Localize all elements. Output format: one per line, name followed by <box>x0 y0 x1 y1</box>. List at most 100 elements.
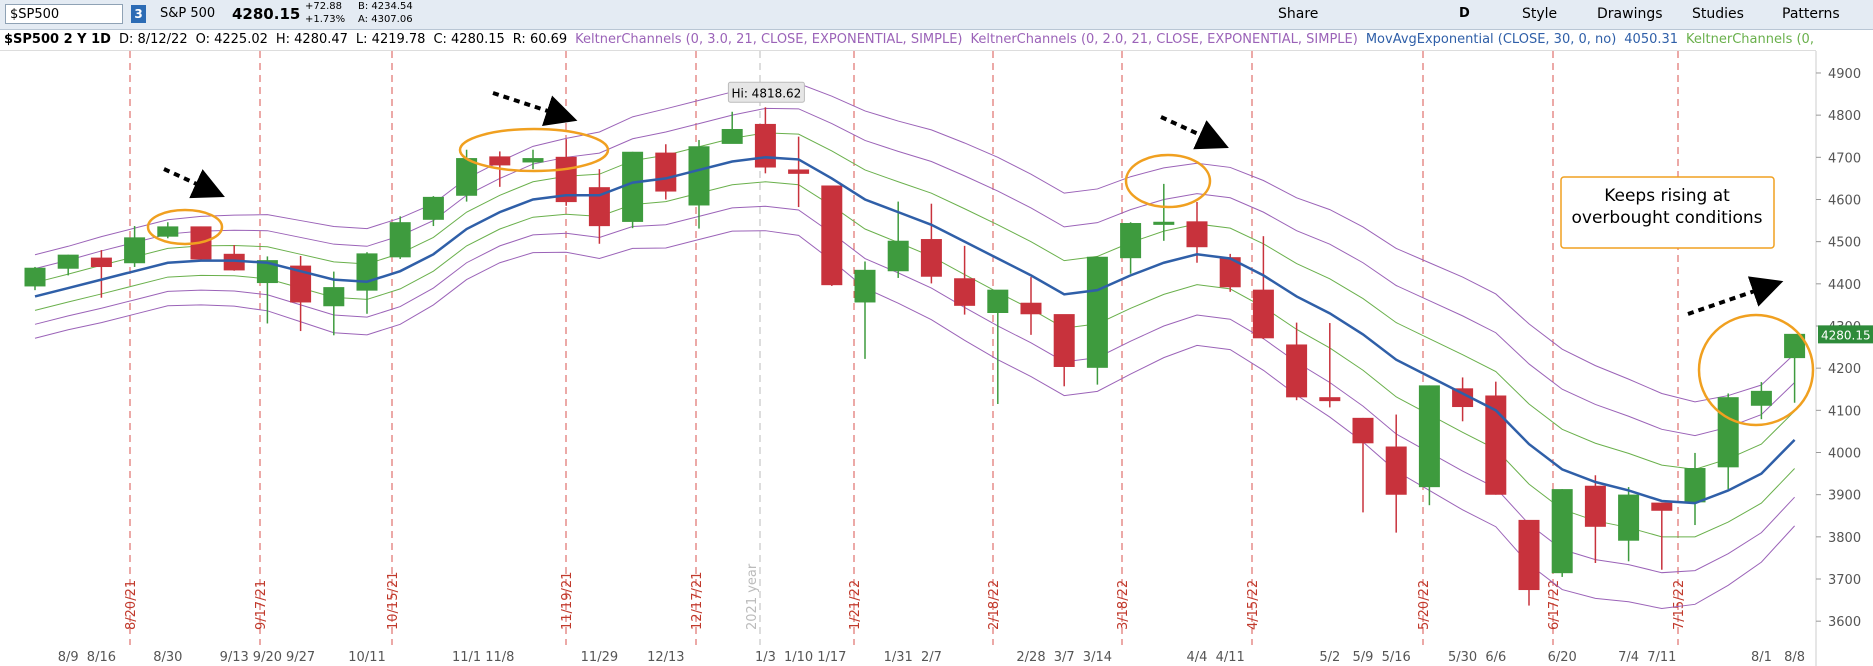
y-tick-label: 3800 <box>1828 531 1861 546</box>
highlight-circle <box>458 127 610 173</box>
legend-item: $SP500 2 Y 1D <box>4 32 111 47</box>
link-badge[interactable]: 3 <box>131 5 146 23</box>
candle-body <box>622 151 644 222</box>
toolbar-button[interactable]: Style <box>1522 6 1558 22</box>
candle-body <box>821 185 843 286</box>
candle-body <box>788 169 810 174</box>
last-price: 4280.15 <box>232 5 301 23</box>
candle-body <box>124 237 146 264</box>
highlight-circle <box>146 208 224 246</box>
symbol-box[interactable]: $SP500 <box>5 4 123 24</box>
toolbar-button[interactable]: Share <box>1278 6 1319 22</box>
candle-body <box>57 254 79 269</box>
candle-body <box>1352 417 1374 444</box>
candle-body <box>721 128 743 144</box>
x-tick-label: 4/11 <box>1216 650 1245 665</box>
legend-item: 4050.31 <box>1624 32 1679 47</box>
toolbar-button[interactable]: D <box>1459 6 1470 21</box>
candle-body <box>1518 519 1540 591</box>
legend-item: MovAvgExponential (CLOSE, 30, 0, no) <box>1365 32 1617 47</box>
candle-body <box>1684 468 1706 503</box>
arrows <box>163 91 1784 316</box>
overlay-line <box>34 132 1795 470</box>
candle-body <box>588 187 610 227</box>
x-tick-label: 6/20 <box>1548 650 1577 665</box>
overlay-line <box>34 156 1796 505</box>
x-tick-label: 7/4 <box>1618 650 1639 665</box>
plot-area <box>0 51 1816 666</box>
legend-item: R: 60.69 <box>512 32 568 47</box>
expiration-label: 2/18/22 <box>987 580 1002 630</box>
candle-body <box>1618 494 1640 541</box>
legend-item: KeltnerChannels (0, 3.0, 21, CLOSE, EXPO… <box>575 32 963 47</box>
annotation-text: Keeps rising at <box>1604 186 1730 206</box>
last-price-label: 4280.15 <box>1821 328 1871 342</box>
y-tick-label: 4700 <box>1828 151 1861 166</box>
candle-body <box>290 265 312 303</box>
toolbar-button[interactable]: Patterns <box>1782 6 1840 22</box>
y-tick-label: 4600 <box>1828 193 1861 208</box>
x-tick-label: 8/9 <box>58 650 79 665</box>
candle-body <box>90 257 112 268</box>
x-tick-label: 9/20 <box>253 650 282 665</box>
annotation-box <box>1560 176 1775 249</box>
x-tick-label: 9/27 <box>286 650 315 665</box>
x-tick-label: 11/1 <box>452 650 481 665</box>
candle-body <box>389 222 411 258</box>
candle-body <box>1086 256 1108 368</box>
candle-body <box>1485 395 1507 495</box>
expiration-label: 9/17/21 <box>254 580 269 630</box>
x-tick-label: 2/7 <box>921 650 942 665</box>
candle-body <box>1651 502 1673 511</box>
candle-body <box>489 156 511 166</box>
x-tick-label: 8/8 <box>1784 650 1805 665</box>
x-tick-label: 10/11 <box>348 650 385 665</box>
candle-body <box>954 278 976 306</box>
x-tick-label: 9/13 <box>220 650 249 665</box>
candle-body <box>1120 223 1142 259</box>
candle-body <box>987 289 1009 313</box>
last-price-tag <box>1818 325 1873 344</box>
x-tick-label: 3/14 <box>1083 650 1112 665</box>
toolbar: $SP500 3 S&P 500 4280.15 +72.88 +1.73% B… <box>0 0 1873 30</box>
ask: A: 4307.06 <box>358 14 413 25</box>
candle-body <box>1418 385 1440 488</box>
x-tick-label: 5/30 <box>1448 650 1477 665</box>
x-tick-label: 3/7 <box>1054 650 1075 665</box>
toolbar-button[interactable]: Drawings <box>1597 6 1663 22</box>
legend-item: KeltnerChannels (0, 1.0, 21, CLOSE,... <box>1686 32 1816 47</box>
candle-body <box>887 240 909 272</box>
x-tick-label: 1/10 <box>784 650 813 665</box>
overlay-line <box>34 83 1795 403</box>
expiration-label: 4/15/22 <box>1246 580 1261 630</box>
candle-body <box>522 158 544 163</box>
candle-body <box>854 269 876 303</box>
x-tick-label: 5/9 <box>1353 650 1374 665</box>
expiration-label: 6/17/22 <box>1547 580 1562 630</box>
candle-body <box>1717 397 1739 468</box>
legend-row: $SP500 2 Y 1D D: 8/12/22 O: 4225.02 H: 4280… <box>0 30 1816 51</box>
candle-body <box>754 123 776 168</box>
highlight-circle <box>1697 313 1815 427</box>
candle-body <box>1286 344 1308 398</box>
candle-body <box>1153 221 1175 225</box>
legend-item: O: 4225.02 <box>195 32 268 47</box>
expiration-label: 3/18/22 <box>1116 580 1131 630</box>
expiration-label: 8/20/21 <box>124 580 139 630</box>
legend-item: H: 4280.47 <box>275 32 348 47</box>
arrow <box>492 91 578 126</box>
x-tick-label: 1/3 <box>755 650 776 665</box>
x-tick-label: 1/17 <box>817 650 846 665</box>
y-tick-label: 3700 <box>1828 573 1861 588</box>
highlight-circle <box>1124 153 1212 209</box>
x-tick-label: 1/31 <box>884 650 913 665</box>
annotation-text: overbought conditions <box>1572 208 1763 228</box>
y-tick-label: 4200 <box>1828 362 1861 377</box>
x-tick-label: 5/2 <box>1319 650 1340 665</box>
arrow <box>163 167 225 199</box>
toolbar-button[interactable]: Studies <box>1692 6 1744 22</box>
arrow <box>1160 115 1229 150</box>
legend-item: L: 4219.78 <box>355 32 426 47</box>
candle-body <box>1750 390 1772 406</box>
candle-body <box>323 287 345 307</box>
